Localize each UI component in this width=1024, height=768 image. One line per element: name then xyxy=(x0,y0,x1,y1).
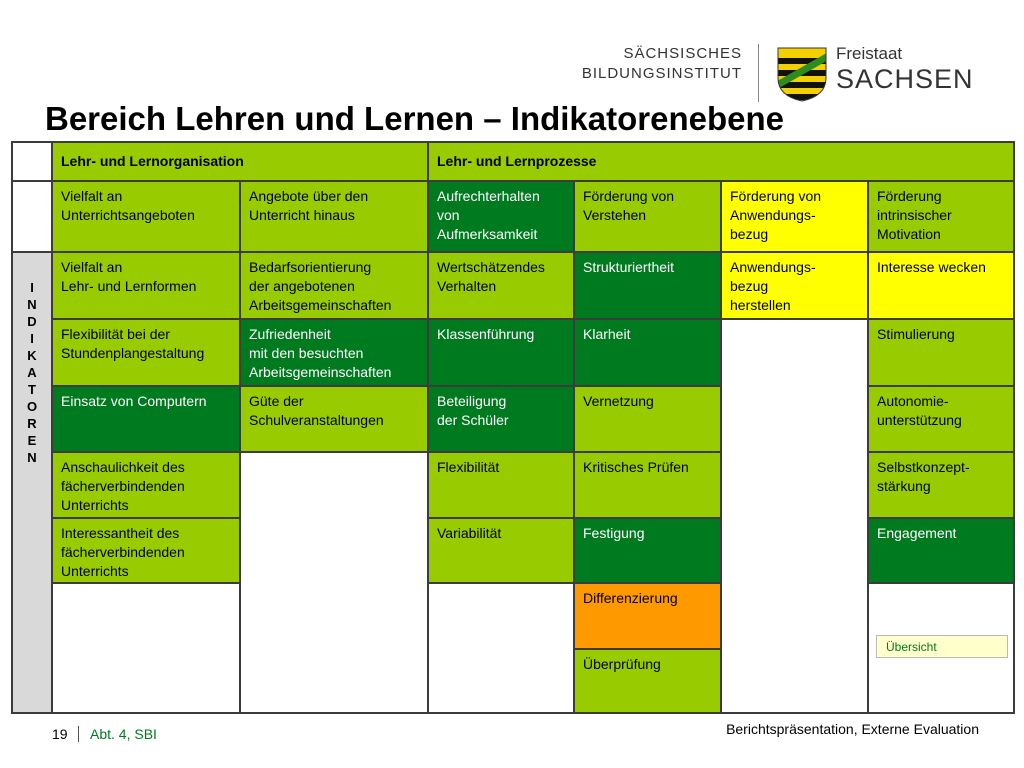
footer-caption: Berichtspräsentation, Externe Evaluation xyxy=(726,721,979,737)
indicator-cell: Festigung xyxy=(573,517,722,584)
institute-line: SÄCHSISCHES xyxy=(623,45,742,62)
indicator-cell: Differenzierung xyxy=(573,582,722,650)
goal-cell: Aufrechterhalten von Aufmerksamkeit xyxy=(427,180,575,253)
page-number: 19 xyxy=(52,726,68,742)
state-line: Freistaat xyxy=(836,44,903,63)
divider xyxy=(758,44,759,102)
coat-of-arms xyxy=(777,47,827,102)
indicator-cell: Bedarfsorientierung der angebotenen Arbe… xyxy=(239,251,429,320)
empty-cell xyxy=(51,582,241,714)
goal-cell: Förderung von Verstehen xyxy=(573,180,722,253)
indicator-cell: Engagement xyxy=(867,517,1015,584)
indicator-cell: Autonomie- unterstützung xyxy=(867,385,1015,453)
institute-line: BILDUNGSINSTITUT xyxy=(581,65,742,82)
empty-cell xyxy=(427,582,575,714)
footer-separator xyxy=(78,726,79,742)
indicator-cell: Strukturiertheit xyxy=(573,251,722,320)
indicator-cell: Anwendungs- bezug herstellen xyxy=(720,251,869,320)
institute-logo: SÄCHSISCHES BILDUNGSINSTITUT xyxy=(560,44,742,84)
empty-cell xyxy=(720,318,869,714)
indicator-cell: Wertschätzendes Verhalten xyxy=(427,251,575,320)
indicator-cell: Vernetzung xyxy=(573,385,722,453)
area-header: Lehr- und Lernorganisation xyxy=(51,141,429,182)
indicator-cell: Vielfalt an Lehr- und Lernformen xyxy=(51,251,241,320)
state-line: SACHSEN xyxy=(836,64,974,94)
indicator-cell: Selbstkonzept- stärkung xyxy=(867,451,1015,519)
department: Abt. 4, SBI xyxy=(90,726,157,742)
indicator-cell: Überprüfung xyxy=(573,648,722,714)
indicator-cell: Klarheit xyxy=(573,318,722,387)
indicator-cell: Variabilität xyxy=(427,517,575,584)
indicator-cell: Klassenführung xyxy=(427,318,575,387)
indicator-cell: Stimulierung xyxy=(867,318,1015,387)
goal-cell: Vielfalt an Unterrichtsangeboten xyxy=(51,180,241,253)
empty-cell xyxy=(239,451,429,714)
indicator-cell: Flexibilität xyxy=(427,451,575,519)
indicator-cell: Einsatz von Computern xyxy=(51,385,241,453)
goal-cell: Förderung intrinsischer Motivation xyxy=(867,180,1015,253)
indicator-cell: Interesse wecken xyxy=(867,251,1015,320)
indicator-cell: Beteiligung der Schüler xyxy=(427,385,575,453)
indicator-cell: Interessantheit des fächerverbindenden U… xyxy=(51,517,241,584)
goal-cell: Förderung von Anwendungs- bezug xyxy=(720,180,869,253)
overview-button[interactable]: Übersicht xyxy=(876,635,1008,658)
corner-cell xyxy=(11,141,53,182)
indicator-cell: Flexibilität bei der Stundenplangestaltu… xyxy=(51,318,241,387)
corner-cell xyxy=(11,180,53,253)
indicator-cell: Zufriedenheit mit den besuchten Arbeitsg… xyxy=(239,318,429,387)
side-label: INDIKATOREN xyxy=(11,251,53,714)
indicator-cell: Kritisches Prüfen xyxy=(573,451,722,519)
indicator-cell: Anschaulichkeit des fächerverbindenden U… xyxy=(51,451,241,519)
state-logo: Freistaat SACHSEN xyxy=(836,44,974,94)
indicator-cell: Güte der Schulveranstaltungen xyxy=(239,385,429,453)
area-header: Lehr- und Lernprozesse xyxy=(427,141,1015,182)
slide-title: Bereich Lehren und Lernen – Indikatorene… xyxy=(45,100,785,137)
goal-cell: Angebote über den Unterricht hinaus xyxy=(239,180,429,253)
